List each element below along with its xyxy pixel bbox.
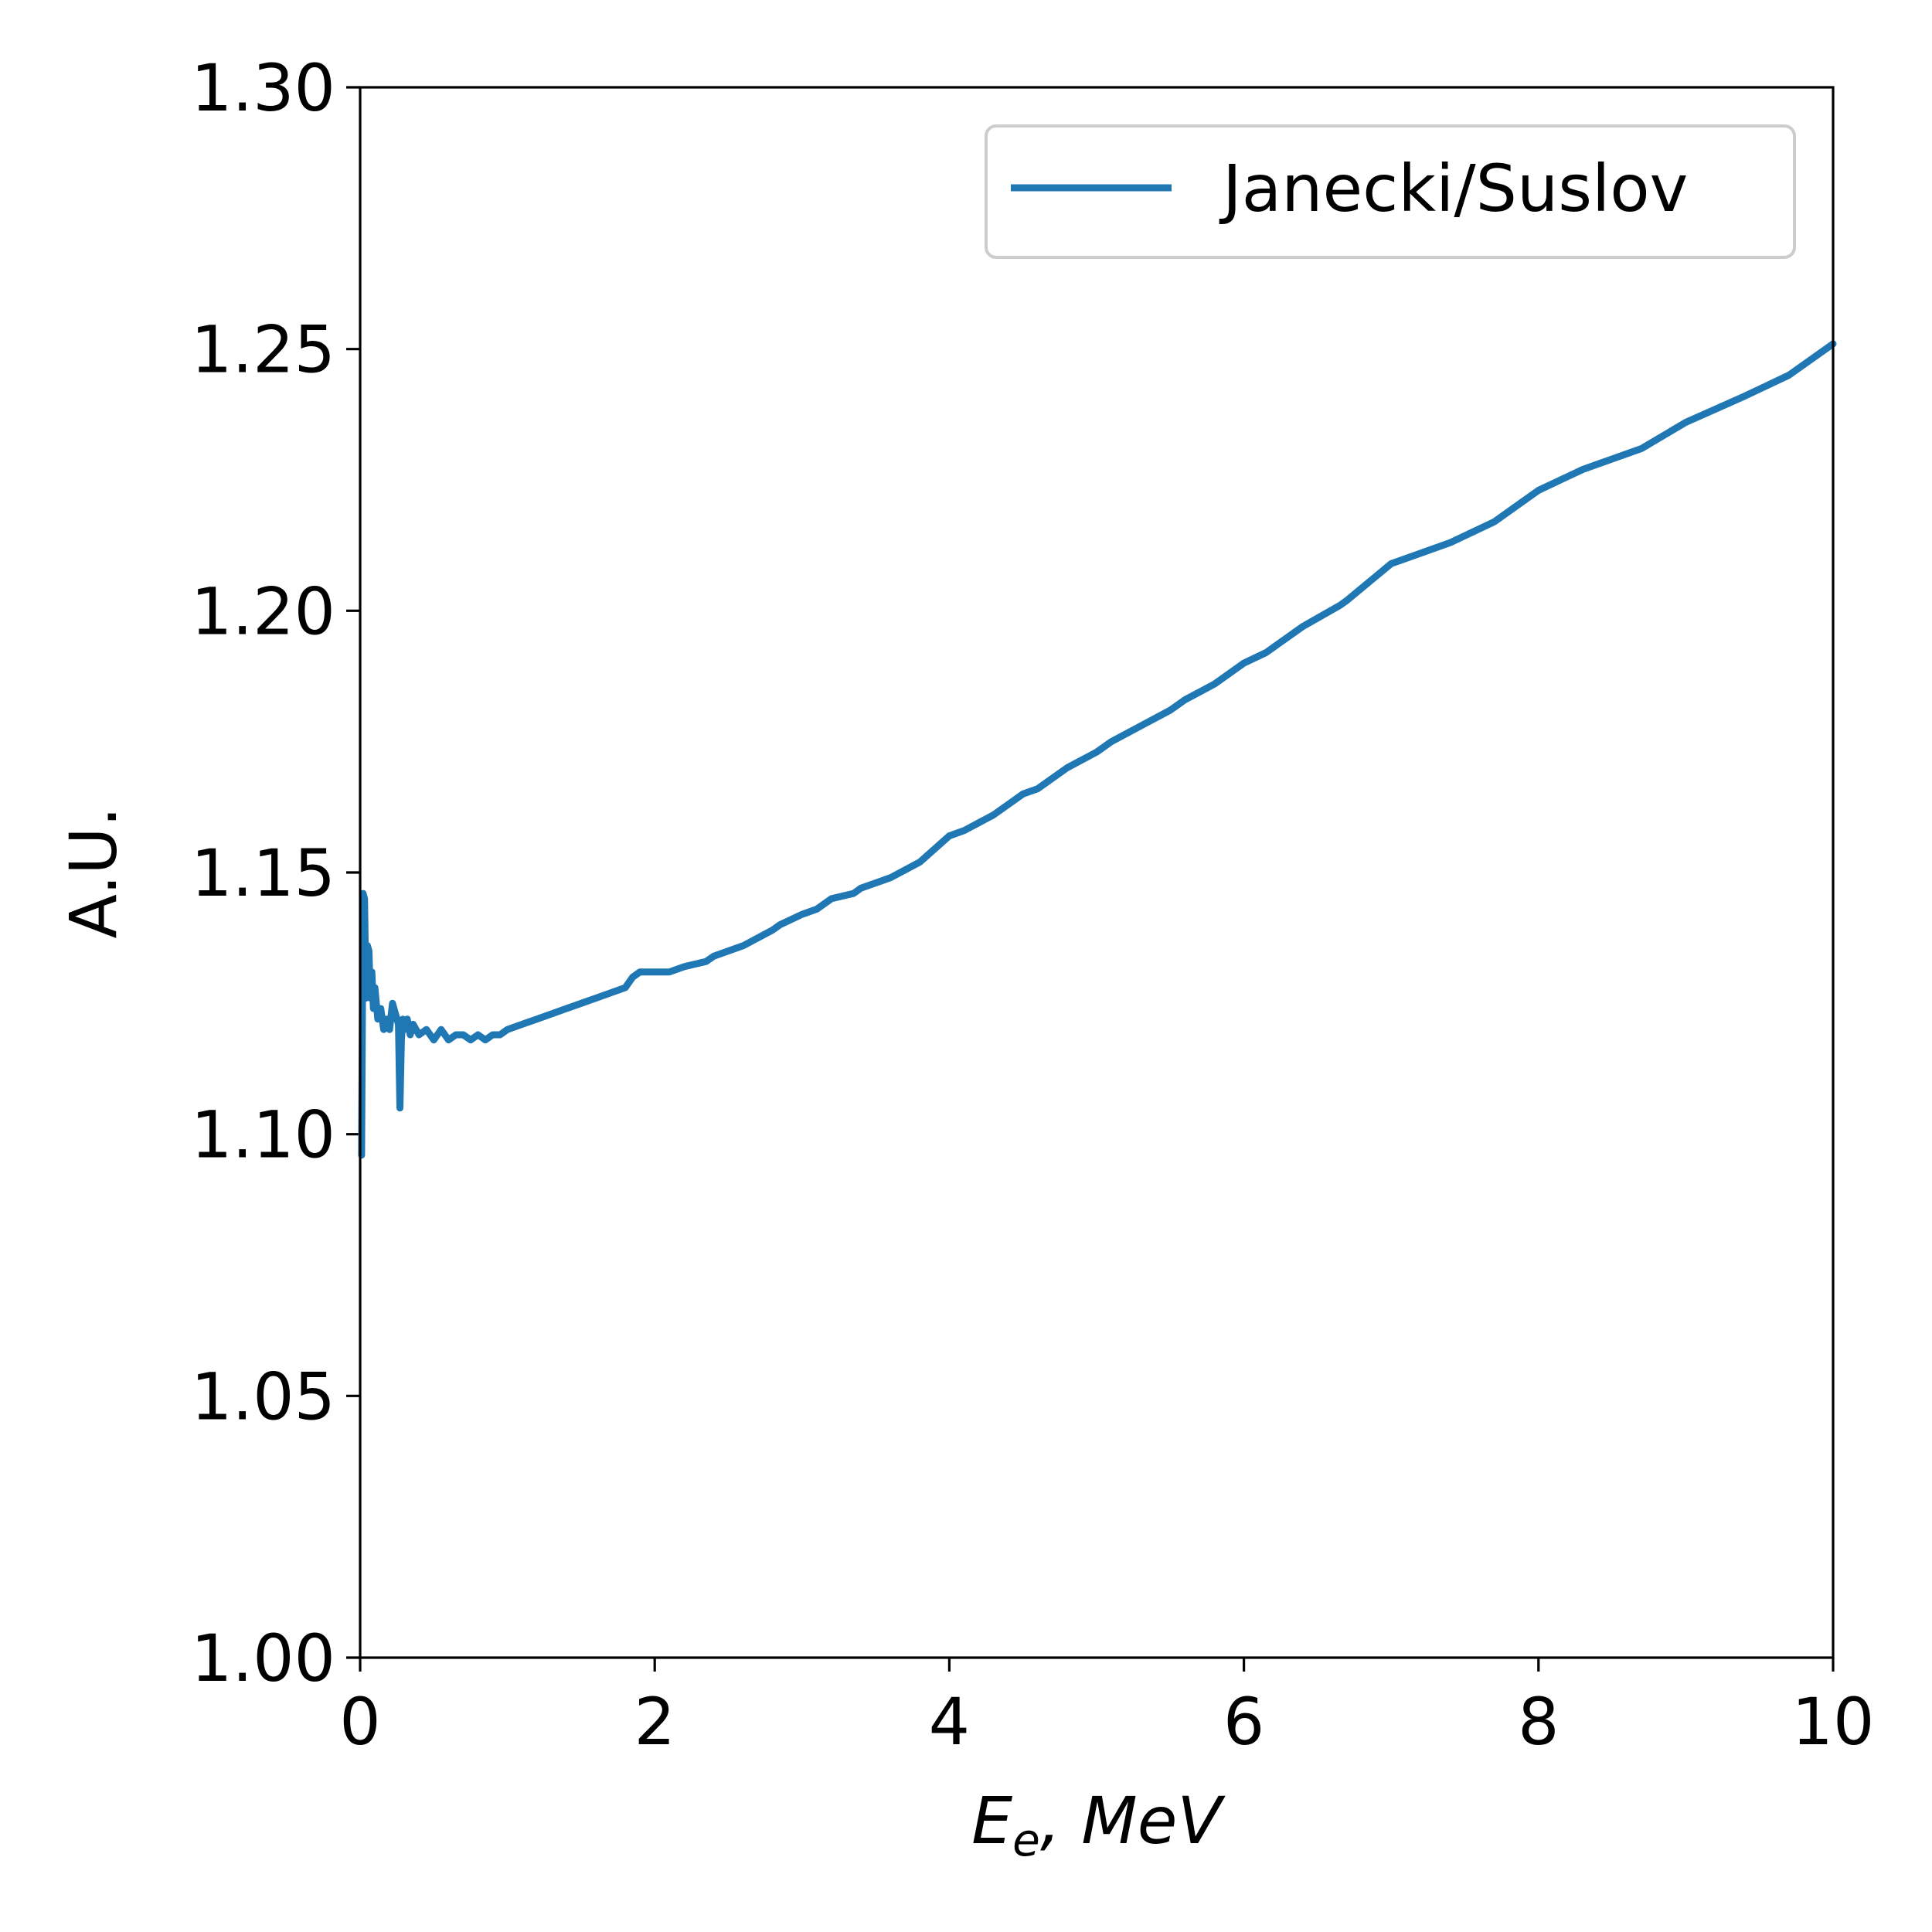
x-tick-label: 4 [929, 1684, 970, 1760]
legend-label: Janecki/Suslov [1219, 151, 1688, 226]
y-axis-label: A.U. [56, 807, 131, 939]
x-axis-label: Ee, MeV [971, 1783, 1226, 1866]
series-line [358, 340, 1837, 1159]
x-tick-label: 2 [634, 1684, 675, 1760]
y-tick-label: 1.20 [191, 573, 335, 649]
y-tick-label: 1.00 [191, 1621, 335, 1696]
plot-frame [359, 86, 1835, 1659]
y-tick-label: 1.15 [191, 835, 335, 911]
series-layer [358, 340, 1837, 1159]
y-tick-label: 1.30 [191, 50, 335, 126]
y-tick-label: 1.10 [191, 1097, 335, 1173]
x-axis-ticks: 0 2 4 6 8 10 [339, 1658, 1874, 1760]
x-tick-label: 6 [1223, 1684, 1264, 1760]
x-tick-label: 8 [1518, 1684, 1559, 1760]
legend: Janecki/Suslov [985, 124, 1796, 259]
y-tick-label: 1.25 [191, 312, 335, 388]
x-tick-label: 0 [339, 1684, 380, 1760]
y-axis-ticks: 1.00 1.05 1.10 1.15 1.20 1.25 1.30 [191, 50, 360, 1696]
y-tick-label: 1.05 [191, 1359, 335, 1434]
x-tick-label: 10 [1792, 1684, 1875, 1760]
legend-box [985, 124, 1796, 259]
